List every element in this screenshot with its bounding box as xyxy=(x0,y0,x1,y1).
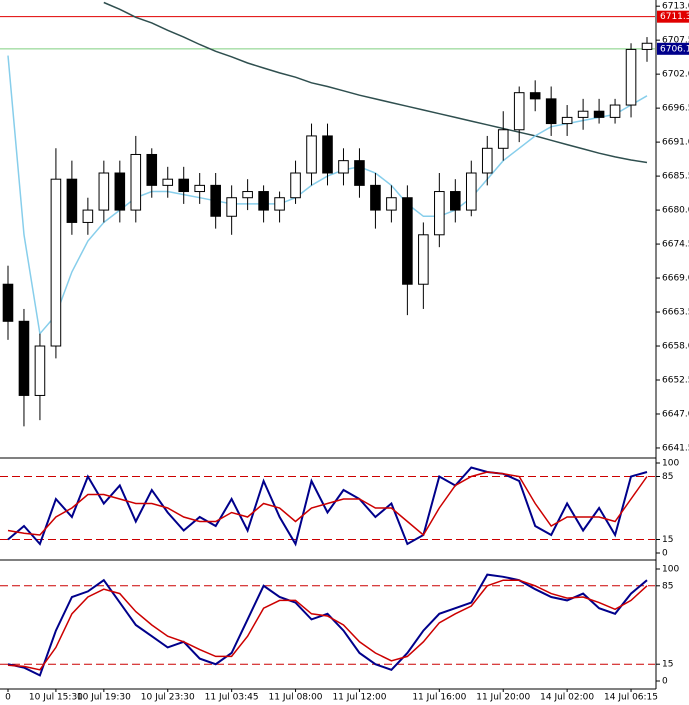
x-tick-label: 0 xyxy=(5,693,11,703)
y-tick-label: 6674.5 xyxy=(662,240,689,250)
x-tick-label: 11 Jul 08:00 xyxy=(269,693,323,703)
candle-body xyxy=(434,191,445,236)
y-tick-label: 100 xyxy=(662,565,679,575)
y-tick-label: 6669.0 xyxy=(662,274,689,284)
candle-body xyxy=(178,178,190,193)
candle-body xyxy=(593,110,605,118)
y-tick-label: 100 xyxy=(662,459,679,469)
candle-body xyxy=(290,172,301,199)
indicator-line xyxy=(7,573,648,677)
indicator-line xyxy=(103,1,648,164)
x-tick-label: 11 Jul 03:45 xyxy=(205,693,259,703)
candle-body xyxy=(130,153,142,211)
candle-body xyxy=(98,172,110,211)
y-tick-label: 6707.5 xyxy=(662,36,689,46)
price-label-box xyxy=(657,42,689,55)
candle-body xyxy=(2,283,14,322)
candle-body xyxy=(561,116,573,125)
x-tick-label: 11 Jul 12:00 xyxy=(332,693,386,703)
candle-body xyxy=(66,178,78,223)
indicator-line xyxy=(7,466,648,547)
candle-body xyxy=(513,92,525,131)
x-tick-label: 10 Jul 15:30 xyxy=(29,693,83,703)
candle-body xyxy=(162,178,174,186)
candle-body xyxy=(625,48,637,106)
candle-body xyxy=(322,135,333,174)
candle-body xyxy=(402,197,413,285)
price-label-box xyxy=(657,10,689,23)
x-tick-label: 10 Jul 23:30 xyxy=(141,693,195,703)
candle-body xyxy=(258,191,269,211)
candle-body xyxy=(50,178,62,347)
y-tick-label: 6702.0 xyxy=(662,70,689,80)
x-tick-label: 11 Jul 16:00 xyxy=(412,693,466,703)
y-tick-label: 6680.0 xyxy=(662,206,689,216)
candle-body xyxy=(465,172,477,211)
candle-body xyxy=(497,129,509,149)
candle-body xyxy=(274,197,285,211)
y-tick-label: 6647.0 xyxy=(662,409,689,419)
candle-body xyxy=(18,320,30,396)
y-tick-label: 6641.5 xyxy=(662,443,689,453)
candle-body xyxy=(146,153,158,186)
candle-body xyxy=(577,110,589,118)
candle-body xyxy=(481,147,493,174)
candle-body xyxy=(529,92,541,100)
candle-body xyxy=(210,184,221,217)
y-tick-label: 85 xyxy=(662,581,673,591)
y-tick-label: 6652.5 xyxy=(662,376,689,386)
candle-body xyxy=(545,98,557,125)
y-tick-label: 15 xyxy=(662,660,673,670)
x-tick-label: 11 Jul 20:00 xyxy=(476,693,530,703)
x-tick-label: 14 Jul 02:00 xyxy=(540,693,594,703)
y-tick-label: 0 xyxy=(662,549,668,559)
candle-body xyxy=(82,209,94,223)
y-tick-label: 6696.5 xyxy=(662,104,689,114)
y-tick-label: 85 xyxy=(662,472,673,482)
candle-body xyxy=(194,184,205,193)
candle-body xyxy=(242,191,253,199)
price-label: 6711.3 xyxy=(660,12,689,22)
indicator-line xyxy=(7,579,648,671)
y-tick-label: 6658.0 xyxy=(662,342,689,352)
y-tick-label: 6713.0 xyxy=(662,2,689,12)
candle-body xyxy=(306,135,317,174)
y-tick-label: 6685.5 xyxy=(662,172,689,182)
price-label: 6706.1 xyxy=(660,44,689,54)
candle-body xyxy=(386,197,397,211)
indicator-line xyxy=(7,471,648,537)
candle-body xyxy=(450,191,461,211)
y-tick-label: 0 xyxy=(662,677,668,687)
candle-body xyxy=(114,172,126,211)
candle-body xyxy=(418,234,429,285)
x-tick-label: 10 Jul 19:30 xyxy=(77,693,131,703)
candle-body xyxy=(641,42,653,50)
y-tick-label: 6691.0 xyxy=(662,138,689,148)
candle-body xyxy=(226,197,237,217)
y-tick-label: 6663.5 xyxy=(662,308,689,318)
x-tick-label: 14 Jul 06:15 xyxy=(604,693,658,703)
candle-body xyxy=(338,160,349,174)
candle-body xyxy=(370,184,381,211)
y-tick-label: 15 xyxy=(662,535,673,545)
candle-body xyxy=(34,345,46,396)
candle-body xyxy=(609,104,621,118)
candle-body xyxy=(354,160,365,186)
